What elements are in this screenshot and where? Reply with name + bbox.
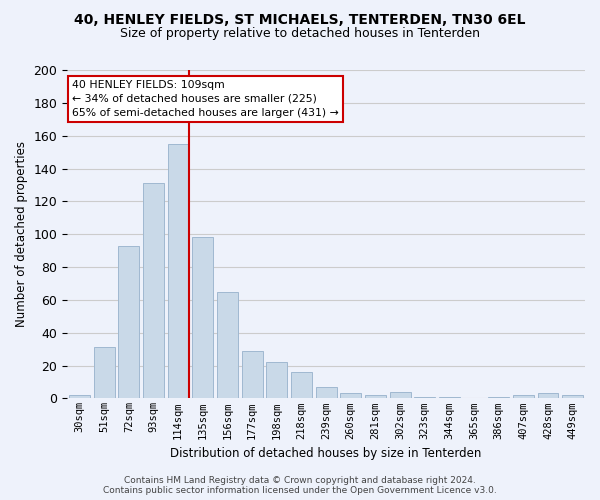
Bar [192, 238, 213, 398]
X-axis label: Distribution of detached houses by size in Tenterden: Distribution of detached houses by size … [170, 447, 482, 460]
Bar [291, 372, 312, 398]
Bar [69, 395, 90, 398]
Bar [266, 362, 287, 398]
Bar [513, 395, 534, 398]
Bar [340, 394, 361, 398]
Bar [389, 392, 410, 398]
Text: Size of property relative to detached houses in Tenterden: Size of property relative to detached ho… [120, 28, 480, 40]
Bar [562, 395, 583, 398]
Bar [488, 396, 509, 398]
Bar [143, 184, 164, 398]
Text: 40 HENLEY FIELDS: 109sqm
← 34% of detached houses are smaller (225)
65% of semi-: 40 HENLEY FIELDS: 109sqm ← 34% of detach… [73, 80, 339, 118]
Bar [167, 144, 188, 399]
Text: Contains HM Land Registry data © Crown copyright and database right 2024.
Contai: Contains HM Land Registry data © Crown c… [103, 476, 497, 495]
Bar [414, 396, 435, 398]
Bar [118, 246, 139, 398]
Bar [242, 351, 263, 399]
Bar [365, 395, 386, 398]
Text: 40, HENLEY FIELDS, ST MICHAELS, TENTERDEN, TN30 6EL: 40, HENLEY FIELDS, ST MICHAELS, TENTERDE… [74, 12, 526, 26]
Bar [94, 348, 115, 399]
Bar [316, 387, 337, 398]
Bar [538, 394, 559, 398]
Bar [439, 396, 460, 398]
Bar [217, 292, 238, 399]
Y-axis label: Number of detached properties: Number of detached properties [15, 141, 28, 327]
